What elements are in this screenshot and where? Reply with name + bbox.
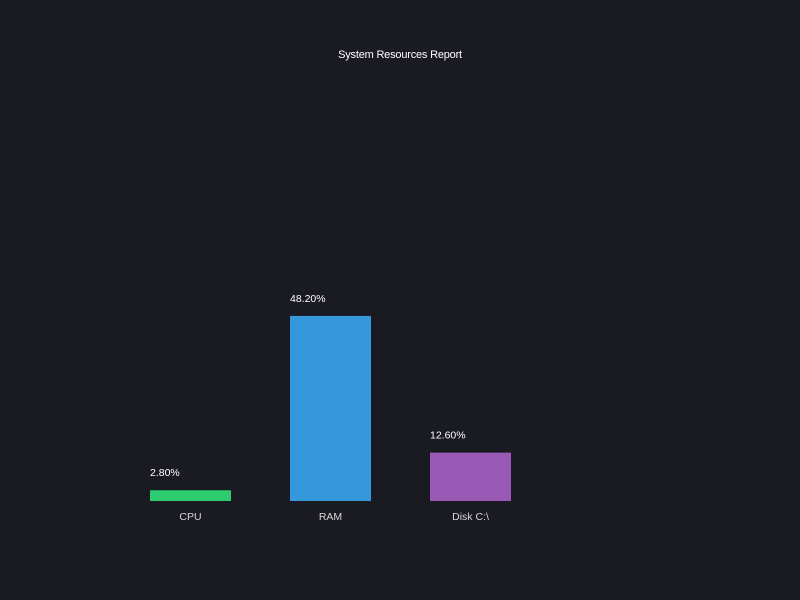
category-label-disk-c: Disk C:\	[452, 511, 489, 523]
category-label-cpu: CPU	[179, 511, 201, 523]
bar-ram	[290, 315, 371, 501]
category-label-ram: RAM	[319, 511, 342, 523]
value-label-cpu: 2.80%	[150, 467, 180, 479]
value-label-ram: 48.20%	[290, 293, 326, 305]
value-label-disk-c: 12.60%	[430, 430, 466, 442]
bar-cpu	[150, 490, 231, 501]
chart-title: System Resources Report	[338, 49, 462, 61]
bar-disk-c	[430, 452, 511, 501]
